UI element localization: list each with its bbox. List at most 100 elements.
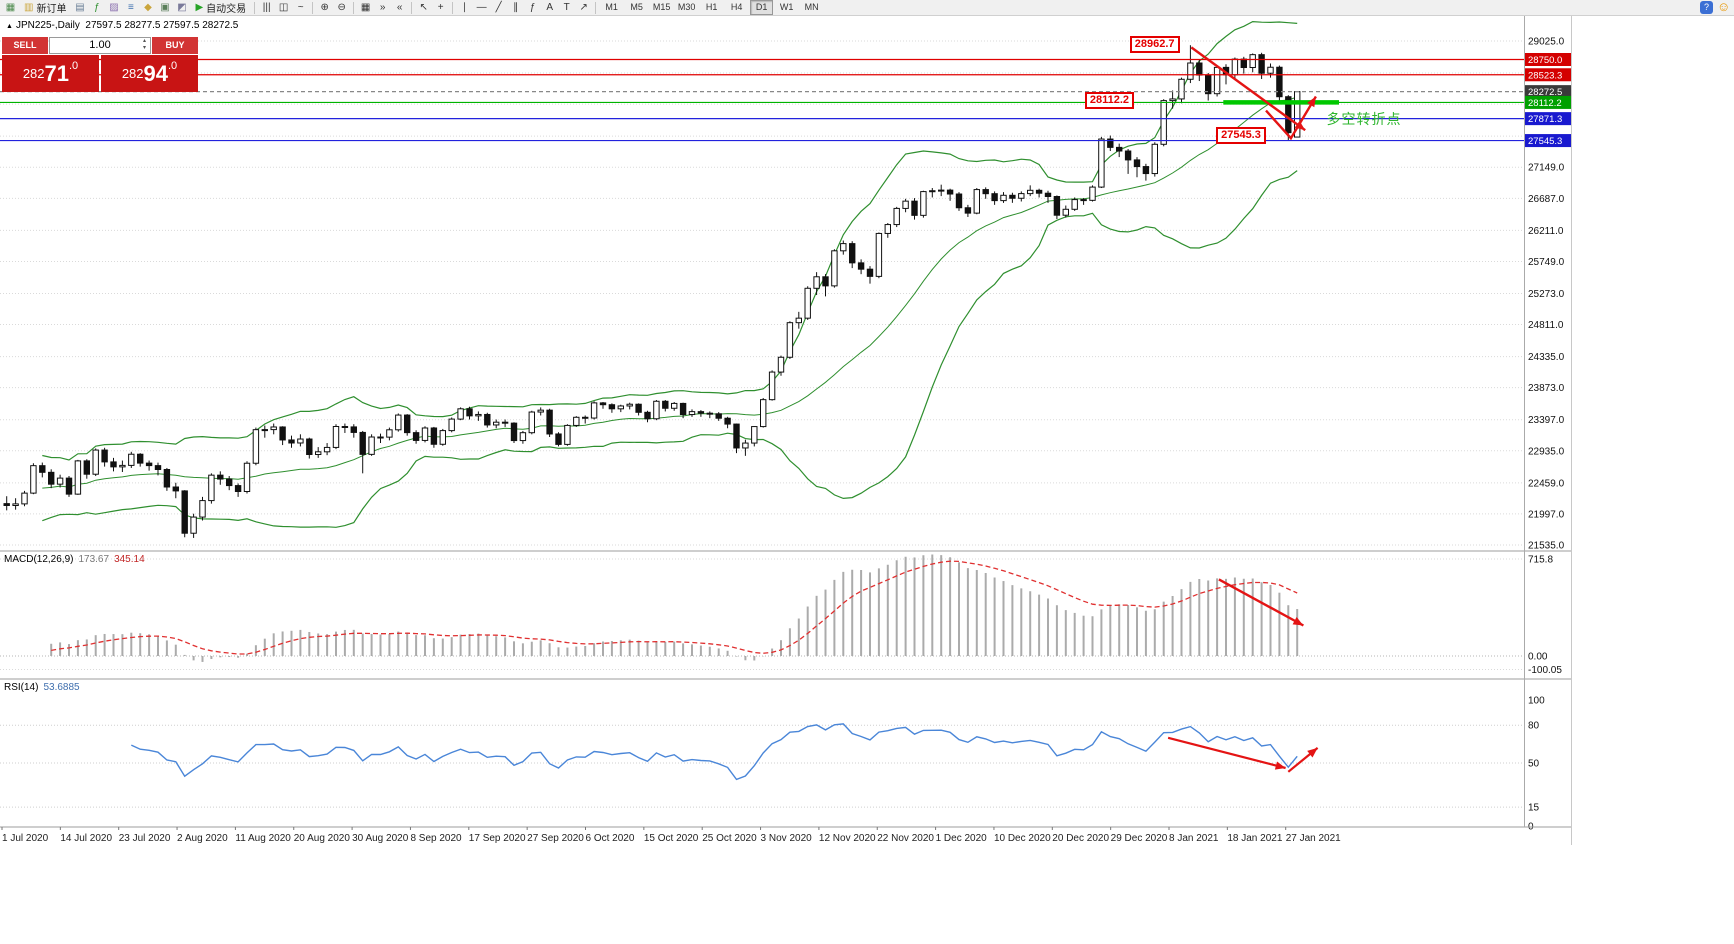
navigator-icon[interactable]: ◆ (144, 1, 152, 13)
price-tag-label: 28112.2 (1528, 98, 1562, 109)
price-digits: 282 (121, 66, 144, 81)
timeframe-h1[interactable]: H1 (705, 2, 718, 12)
horizontal-line-icon[interactable]: ― (476, 1, 487, 13)
time-axis-label: 23 Jul 2020 (119, 833, 171, 844)
timeframe-mn[interactable]: MN (804, 2, 819, 12)
new-chart-icon[interactable]: ▦ (5, 1, 16, 13)
time-axis-label: 15 Oct 2020 (644, 833, 699, 844)
volume-field[interactable]: 1.00 ▴ ▾ (49, 37, 151, 54)
text-icon[interactable]: A (546, 1, 553, 13)
template-icon[interactable]: ▨ (109, 1, 119, 13)
new-order-button[interactable]: ▥ 新订单 (19, 1, 71, 15)
time-axis-label: 3 Nov 2020 (761, 833, 813, 844)
spinner-up-icon[interactable]: ▴ (142, 38, 146, 44)
autotrading-button[interactable]: ▶ 自动交易 (190, 1, 251, 15)
macd-value-signal: 345.14 (114, 554, 145, 565)
rsi-name: RSI(14) (4, 682, 39, 693)
price-digits: 71 (44, 60, 69, 86)
sell-button[interactable]: SELL (2, 37, 48, 54)
zoom-out-icon[interactable]: ⊖ (337, 1, 346, 13)
price-scale-label: 26687.0 (1528, 194, 1565, 205)
price-tag-label: 28750.0 (1528, 55, 1562, 66)
timeframe-d1[interactable]: D1 (750, 0, 774, 15)
candlestick-chart-icon[interactable]: ◫ (278, 1, 289, 13)
trendline-icon[interactable]: ╱ (495, 1, 502, 13)
arrowhead (1292, 617, 1304, 626)
price-callout: 28112.2 (1084, 91, 1135, 109)
time-axis-label: 8 Sep 2020 (410, 833, 462, 844)
price-callout: 27545.3 (1216, 127, 1266, 145)
indicator-add-icon[interactable]: ƒ (94, 1, 100, 13)
price-tag-label: 28523.3 (1528, 70, 1562, 81)
smiley-icon[interactable]: ☺ (1717, 0, 1731, 14)
toolbar-separator (353, 1, 355, 14)
buy-button[interactable]: BUY (152, 37, 198, 54)
tile-windows-icon[interactable]: ▦ (360, 1, 371, 13)
price-scale-label: 21997.0 (1528, 509, 1565, 520)
symbol-name: JPN225-,Daily (15, 20, 80, 31)
line-chart-icon[interactable]: ~ (297, 1, 304, 13)
annotation-arrow[interactable] (1218, 578, 1304, 627)
macd-scale-label: 715.8 (1528, 555, 1553, 566)
sell-price[interactable]: 282 71.0 (2, 55, 99, 92)
time-axis-label: 18 Jan 2021 (1227, 833, 1282, 844)
rsi-scale-label: 50 (1528, 759, 1540, 770)
time-axis-label: 1 Dec 2020 (936, 833, 988, 844)
price-tag-label: 27871.3 (1528, 114, 1562, 125)
auto-scroll-icon[interactable]: » (379, 1, 386, 13)
price-scale-label: 29025.0 (1528, 37, 1565, 48)
toolbar-separator (452, 1, 454, 14)
price-scale-label: 21535.0 (1528, 541, 1565, 552)
timeframe-h4[interactable]: H4 (730, 2, 743, 12)
chart-shift-icon[interactable]: « (396, 1, 403, 13)
new-order-button-label: 新订单 (36, 4, 67, 15)
time-axis-label: 12 Nov 2020 (819, 833, 876, 844)
annotation-arrow[interactable] (1265, 95, 1317, 141)
timeframe-m5[interactable]: M5 (630, 2, 643, 12)
time-axis-label: 22 Nov 2020 (877, 833, 934, 844)
price-callout: 28962.7 (1129, 35, 1180, 53)
timeframe-m30[interactable]: M30 (677, 2, 696, 12)
timeframe-m1[interactable]: M1 (605, 2, 618, 12)
crosshair-icon[interactable]: + (437, 1, 444, 13)
toolbar-separator (254, 1, 256, 14)
vertical-line-icon[interactable]: ∣ (462, 1, 468, 13)
time-axis-label: 20 Dec 2020 (1052, 833, 1109, 844)
toolbar: ▦ ▥ 新订单 ▤ ƒ ▨ ≡ ◆ ▣ ◩ ▶ 自动交易 ||| ◫ ~ ⊕ ⊖ ▦» «↖ + ∣ ― ╱ ∥ ƒ A T ↗ M1 M… (0, 0, 1734, 16)
price-tag (1525, 85, 1571, 99)
terminal-icon[interactable]: ▣ (160, 1, 170, 13)
buy-price[interactable]: 282 94.0 (101, 55, 198, 92)
market-watch-icon[interactable]: ≡ (128, 1, 134, 13)
timeframe-m15[interactable]: M15 (652, 2, 671, 12)
zoom-in-icon[interactable]: ⊕ (320, 1, 329, 13)
price-scale-label: 24811.0 (1528, 320, 1564, 331)
rsi-label: RSI(14) 53.6885 (4, 682, 80, 693)
annotation-arrow[interactable] (1167, 736, 1286, 770)
ohlc-values: 27597.5 28277.5 27597.5 28272.5 (85, 20, 239, 31)
fibonacci-icon[interactable]: ƒ (529, 1, 536, 13)
time-axis-label: 27 Sep 2020 (527, 833, 584, 844)
toolbar-separator (312, 1, 314, 14)
price-scale-label: 25749.0 (1528, 257, 1565, 268)
time-axis-label: 6 Oct 2020 (586, 833, 635, 844)
main-plot[interactable] (0, 20, 1524, 546)
price-digits: 282 (22, 66, 45, 81)
help-icon[interactable]: ? (1700, 1, 1713, 14)
volume-spinner[interactable]: ▴ ▾ (140, 38, 149, 53)
strategy-tester-icon[interactable]: ◩ (177, 1, 187, 13)
price-scale-label: 23397.0 (1528, 415, 1565, 426)
macd-value-main: 173.67 (78, 554, 110, 565)
charts-grid-icon[interactable]: ▤ (75, 1, 85, 13)
channel-icon[interactable]: ∥ (513, 1, 519, 13)
annotation-arrow[interactable] (1190, 46, 1306, 132)
label-icon[interactable]: T (563, 1, 570, 13)
arrow-tool-icon[interactable]: ↗ (579, 1, 588, 13)
macd-plot[interactable] (0, 554, 1524, 671)
bars-chart-icon[interactable]: ||| (262, 1, 271, 13)
rsi-scale-label: 100 (1528, 696, 1545, 707)
spinner-down-icon[interactable]: ▾ (142, 45, 146, 51)
cursor-icon[interactable]: ↖ (419, 1, 428, 13)
one-click-trading-panel: SELL 1.00 ▴ ▾ BUY 282 71.0 282 94.0 (2, 37, 198, 92)
timeframe-w1[interactable]: W1 (779, 2, 794, 12)
